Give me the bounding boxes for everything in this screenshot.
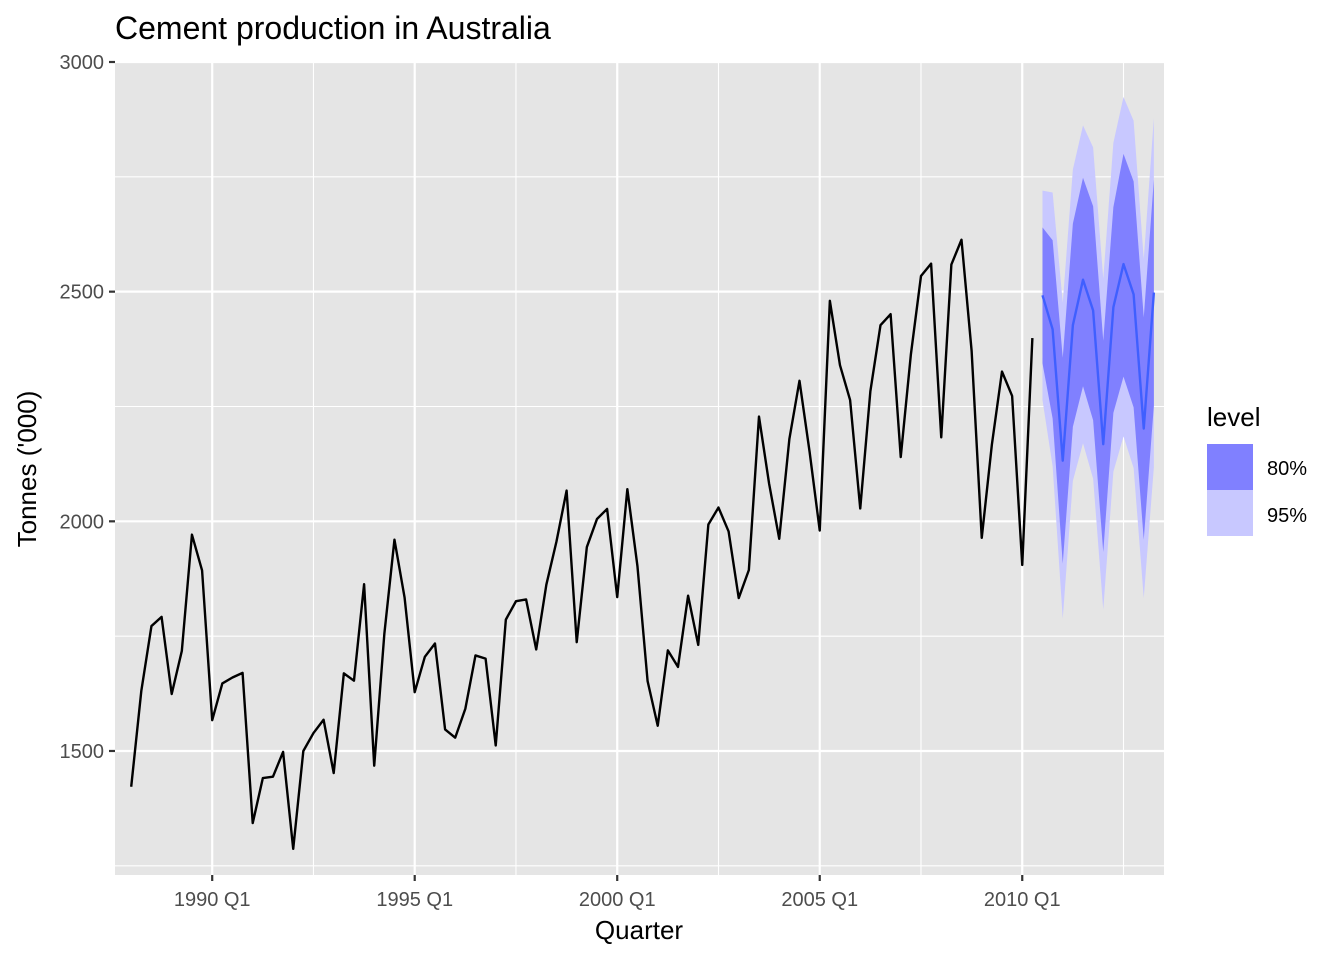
legend: level 80% 95% — [1207, 402, 1307, 536]
y-tick-label: 1500 — [60, 741, 105, 763]
legend-key-95 — [1207, 490, 1253, 536]
historical-series-line — [130, 238, 1034, 851]
legend-title: level — [1207, 402, 1260, 432]
y-axis: 1500 2000 2500 3000 — [60, 52, 115, 763]
forecast-series-line — [1041, 262, 1156, 462]
y-axis-title: Tonnes ('000) — [12, 391, 42, 548]
interval-80-band — [1042, 153, 1154, 564]
chart-title: Cement production in Australia — [115, 10, 551, 46]
minor-gridlines — [115, 62, 1164, 875]
x-tick-label: 2000 Q1 — [579, 889, 656, 911]
x-axis: 1990 Q1 1995 Q1 2000 Q1 2005 Q1 2010 Q1 — [174, 875, 1061, 911]
y-tick-label: 2000 — [60, 511, 105, 533]
legend-label-95: 95% — [1267, 505, 1307, 527]
x-axis-title: Quarter — [595, 915, 683, 945]
legend-label-80: 80% — [1267, 458, 1307, 480]
prediction-intervals — [1042, 96, 1154, 619]
x-tick-label: 2005 Q1 — [781, 889, 858, 911]
x-tick-label: 1990 Q1 — [174, 889, 251, 911]
x-tick-label: 2010 Q1 — [984, 889, 1061, 911]
legend-key-80 — [1207, 444, 1253, 490]
x-tick-label: 1995 Q1 — [376, 889, 453, 911]
major-gridlines — [115, 60, 1164, 875]
y-tick-label: 3000 — [60, 52, 105, 74]
y-tick-label: 2500 — [60, 282, 105, 304]
plot-panel — [115, 62, 1164, 875]
